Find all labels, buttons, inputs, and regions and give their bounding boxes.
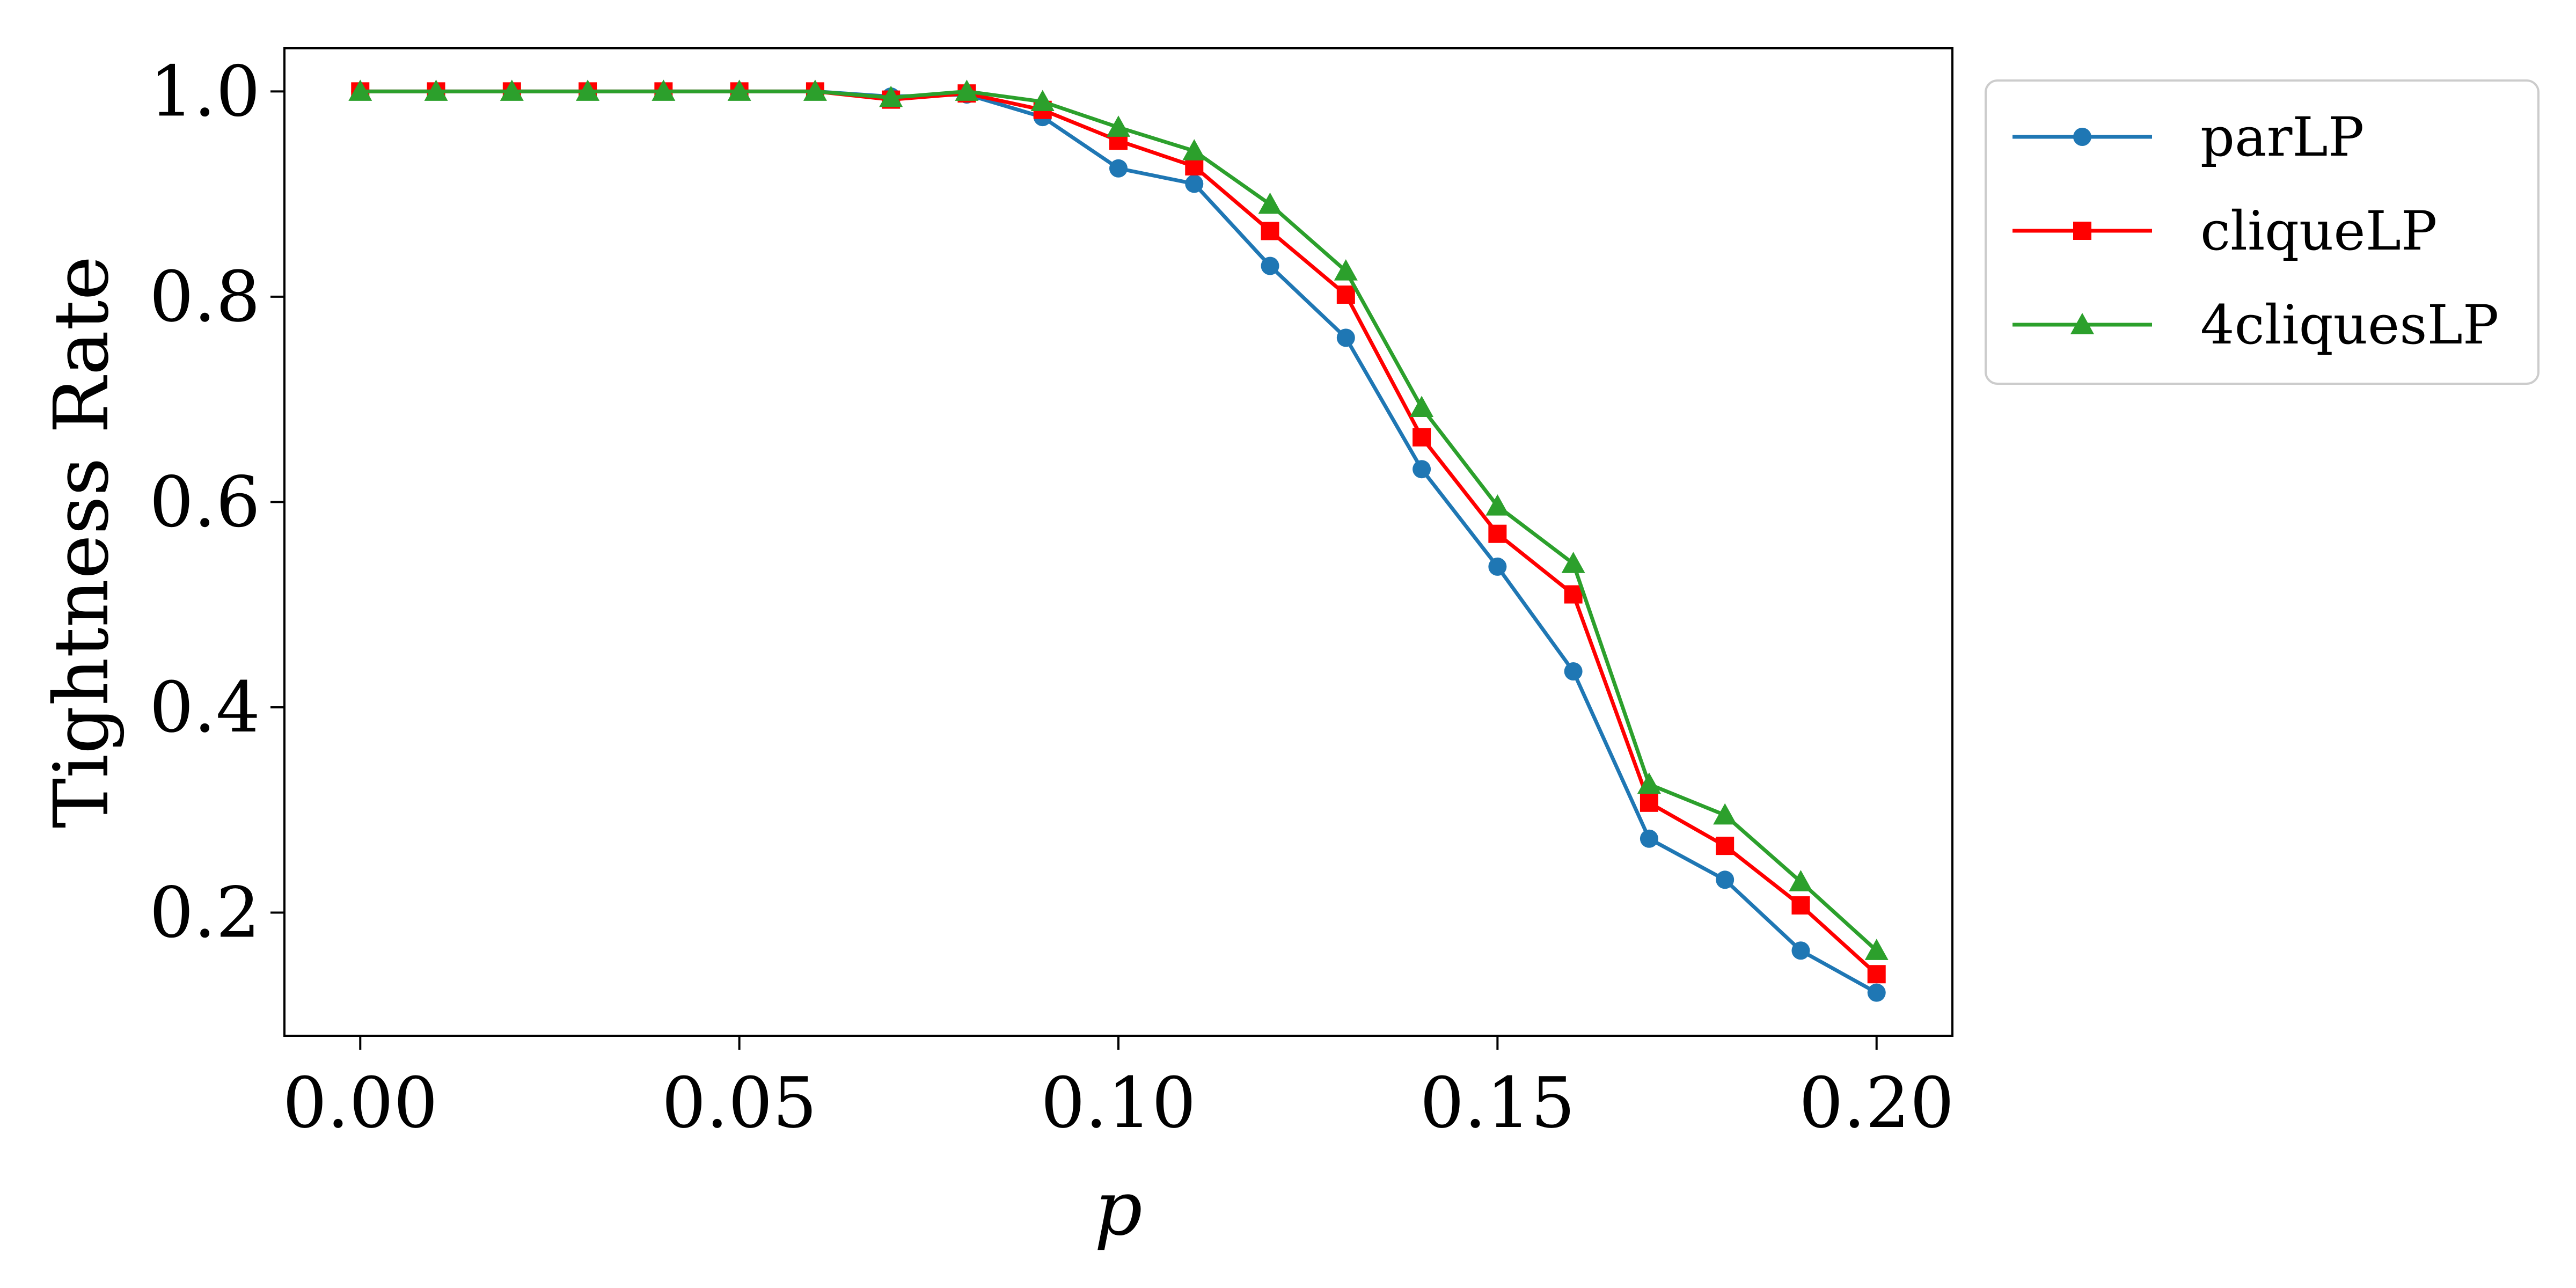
legend-item: 4cliquesLP (2012, 294, 2499, 356)
data-point (955, 79, 979, 101)
data-point (1791, 896, 1810, 915)
data-point (1488, 557, 1507, 576)
data-point (1485, 494, 1510, 516)
data-point (1864, 939, 1889, 960)
legend-frame (1985, 79, 2540, 385)
y-tick-label: 1.0 (149, 50, 260, 132)
legend-label: cliqueLP (2200, 200, 2437, 262)
data-point (1716, 870, 1735, 889)
data-point (1713, 803, 1737, 825)
data-point (727, 79, 751, 101)
data-point (1261, 257, 1279, 275)
data-point (1336, 286, 1355, 304)
x-tick-label: 0.15 (1420, 1062, 1575, 1144)
series-line (360, 89, 1878, 994)
data-point (1561, 552, 1585, 573)
series-line (360, 89, 1878, 952)
data-point (1637, 772, 1661, 794)
data-point (1640, 793, 1658, 812)
series-cliqueLP (351, 82, 1886, 984)
series-parLP (351, 82, 1886, 1002)
data-point (348, 79, 372, 101)
data-point (1336, 328, 1355, 347)
x-axis-label: p (1094, 1165, 1143, 1253)
y-tick-label: 0.8 (149, 256, 260, 338)
data-point (1107, 115, 1130, 137)
legend-item: cliqueLP (2012, 200, 2437, 262)
x-tick-label: 0.05 (662, 1062, 817, 1144)
legend: parLP cliqueLP 4cliquesLP (1985, 79, 2540, 385)
data-point (1791, 941, 1810, 960)
data-point (879, 85, 903, 107)
data-point (424, 79, 448, 101)
y-axis: 0.2 0.4 0.6 0.8 1.0 (149, 50, 284, 953)
legend-marker (2073, 222, 2091, 240)
x-tick-label: 0.10 (1041, 1062, 1196, 1144)
legend-label: 4cliquesLP (2200, 294, 2499, 356)
data-point (1640, 829, 1658, 848)
x-tick-label: 0.00 (283, 1062, 438, 1144)
data-point (1413, 428, 1431, 447)
data-point (652, 79, 676, 101)
y-tick-label: 0.6 (149, 461, 260, 543)
x-axis: 0.00 0.05 0.10 0.15 0.20 (283, 1036, 1954, 1144)
data-point (1564, 585, 1583, 604)
data-point (1258, 192, 1282, 214)
plot-frame (283, 47, 1953, 1037)
legend-item: parLP (2012, 106, 2364, 169)
data-point (1030, 90, 1055, 112)
data-point (1413, 460, 1431, 479)
data-point (1261, 222, 1279, 240)
data-point (1716, 837, 1735, 855)
data-point (1789, 870, 1813, 891)
y-axis-label: Tightness Rate (38, 256, 126, 829)
data-point (1410, 396, 1434, 418)
data-point (1185, 174, 1204, 193)
data-point (1564, 662, 1583, 680)
y-tick-label: 0.2 (149, 872, 260, 953)
data-point (500, 79, 524, 101)
y-tick-label: 0.4 (149, 667, 260, 748)
legend-marker (2073, 128, 2091, 146)
series-layer (348, 79, 1889, 1002)
x-tick-label: 0.20 (1799, 1062, 1954, 1144)
data-point (1334, 259, 1358, 281)
data-point (576, 79, 600, 101)
legend-marker (2070, 313, 2094, 334)
legend-label: parLP (2200, 106, 2364, 169)
data-point (1182, 139, 1206, 160)
data-point (1867, 965, 1886, 984)
data-point (1488, 524, 1507, 543)
data-point (1867, 983, 1886, 1002)
series-4cliquesLP (348, 79, 1889, 960)
data-point (1109, 159, 1128, 178)
data-point (803, 79, 827, 101)
